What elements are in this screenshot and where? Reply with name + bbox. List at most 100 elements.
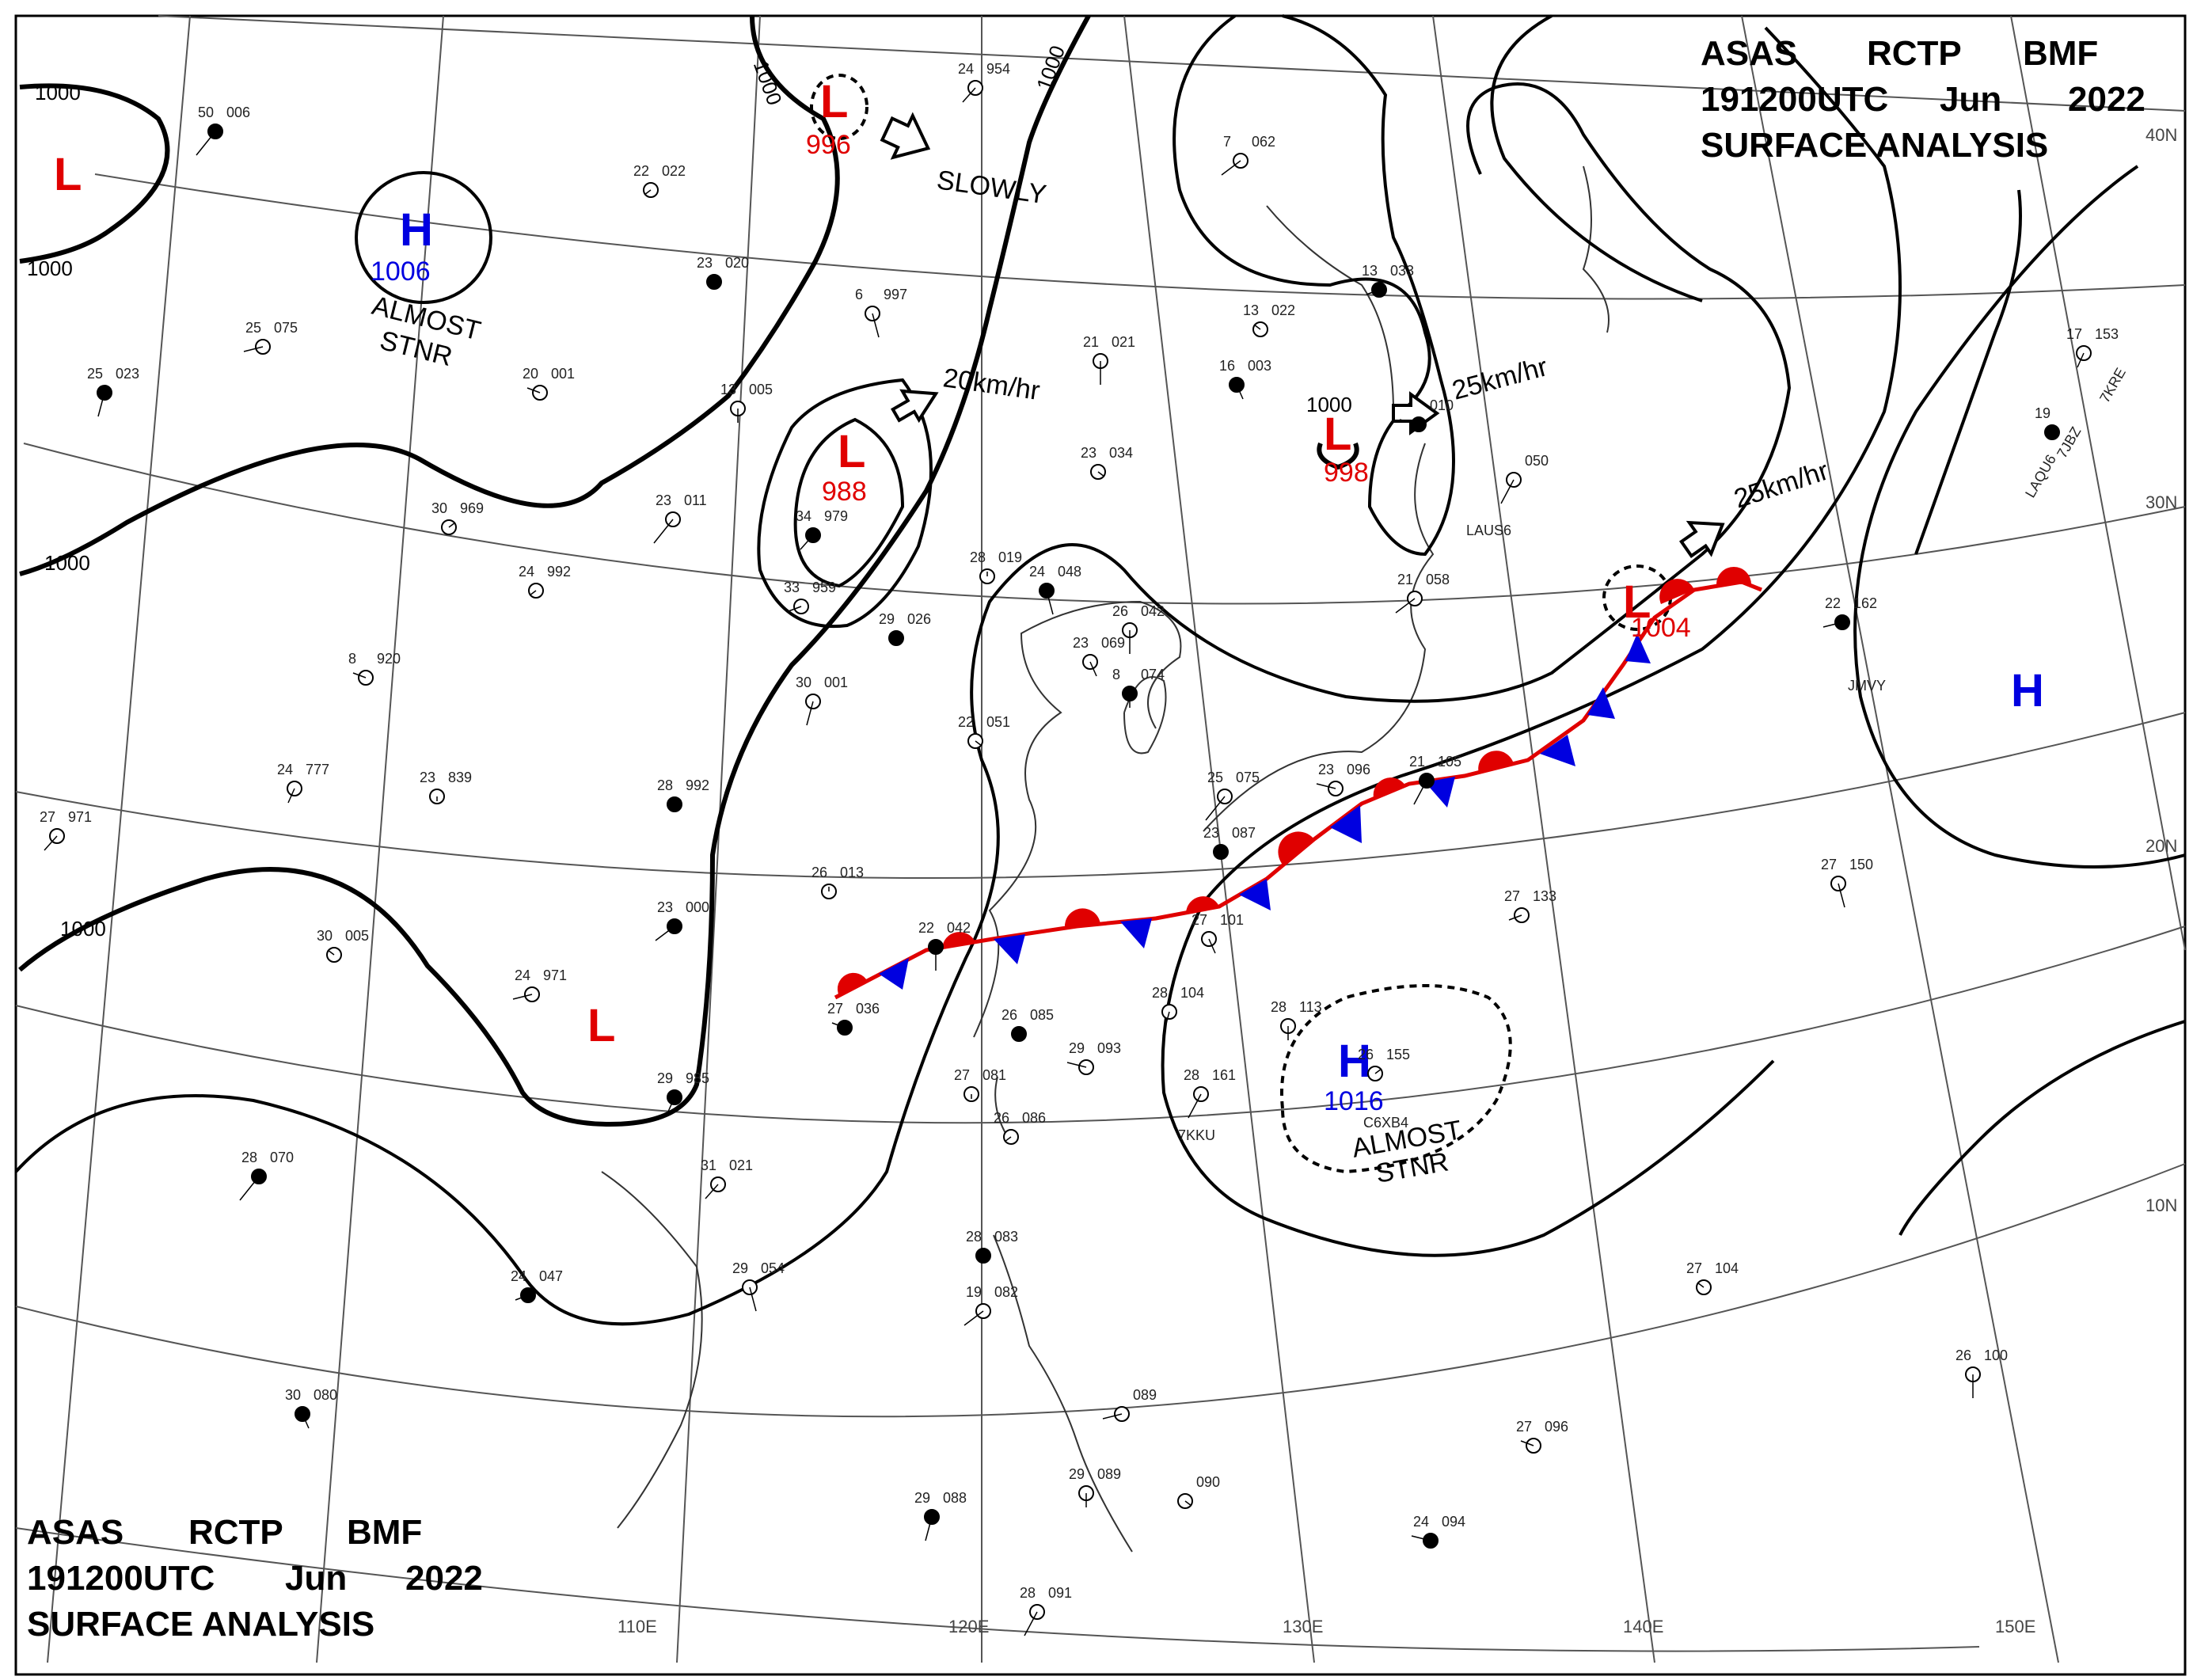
cold-front-marker <box>1540 735 1575 766</box>
header-top-time: 191200UTC <box>1701 80 1888 119</box>
high-marker: H <box>400 204 433 256</box>
station-plot: 27 096 <box>1516 1419 1568 1454</box>
station-plot: 27 971 <box>40 809 92 851</box>
wind-barb <box>1205 796 1226 821</box>
wind-barb <box>1066 1062 1087 1068</box>
station-temperature: 27 <box>1821 857 1837 872</box>
motion-note-slowly: SLOWLY <box>935 165 1048 210</box>
station-plot: 28 019 <box>970 549 1022 584</box>
station-pressure: 005 <box>345 928 369 944</box>
station-pressure: 000 <box>686 899 709 915</box>
wind-barb <box>44 835 58 851</box>
wind-barb <box>302 1413 310 1429</box>
isobar-east-high <box>1853 165 2186 869</box>
wind-barb <box>1838 883 1845 908</box>
grid-labels: 110E 120E 130E 140E 150E 40N 30N 20N 10N <box>618 125 2177 1636</box>
pressure-centers: L H 1006 L 996 L 988 L 998 L 1004 H L H <box>54 76 2044 1116</box>
station-pressure: 019 <box>998 549 1022 565</box>
station-temperature: 16 <box>1219 358 1235 374</box>
station-plot: 27 150 <box>1821 857 1873 908</box>
station-pressure: 050 <box>1525 453 1549 469</box>
station-pressure: 113 <box>1299 999 1322 1015</box>
station-plot: 8 920 <box>348 651 401 686</box>
station-plot: 21 105 <box>1409 754 1461 805</box>
station-plot: 090 <box>1177 1474 1220 1509</box>
wind-barb <box>1411 1535 1431 1541</box>
station-plot: 6 997 <box>855 287 907 338</box>
isobars-thin <box>14 14 2186 1326</box>
station-temperature: 17 <box>2066 326 2082 342</box>
station-plot: 29 089 <box>1069 1466 1121 1507</box>
station-temperature: 30 <box>796 675 811 690</box>
station-plot: 17 153 <box>2066 326 2119 368</box>
station-temperature: 31 <box>701 1157 716 1173</box>
station-temperature: 27 <box>1504 888 1520 904</box>
station-pressure: 010 <box>1430 397 1454 413</box>
station-pressure: 051 <box>986 714 1010 730</box>
warm-front-marker <box>1478 751 1514 773</box>
station-pressure: 026 <box>907 611 931 627</box>
station-id: C6XB4 <box>1363 1115 1408 1131</box>
station-plot: 29 093 <box>1066 1040 1121 1075</box>
wind-barb <box>526 387 541 393</box>
station-plot: 29 985 <box>657 1070 709 1112</box>
station-plot: 23 020 <box>697 255 749 290</box>
station-pressure: 091 <box>1048 1585 1072 1601</box>
station-pressure: 001 <box>824 675 848 690</box>
station-temperature: 25 <box>87 366 103 382</box>
station-temperature: 50 <box>198 105 214 120</box>
high-pressure-value: 1006 <box>371 257 431 287</box>
station-temperature: 23 <box>420 770 435 785</box>
warm-front-marker <box>1716 567 1751 584</box>
station-pressure: 096 <box>1347 762 1370 777</box>
warm-front-marker <box>1186 896 1219 913</box>
low-center-998: L 998 <box>1324 409 1369 488</box>
station-pressure: 161 <box>1212 1067 1236 1083</box>
station-pressure: 162 <box>1853 595 1877 611</box>
station-temperature: 23 <box>1318 762 1334 777</box>
station-temperature: 28 <box>970 549 986 565</box>
station-plot: 20 001 <box>523 366 575 401</box>
station-plot: 25 075 <box>1205 770 1260 821</box>
station-temperature: 28 <box>1271 999 1287 1015</box>
front-line <box>834 580 1762 1000</box>
wind-barb <box>653 519 674 544</box>
isobar-east-arc-a <box>1914 189 2022 555</box>
station-pressure: 020 <box>725 255 749 271</box>
station-plot: 26 085 <box>1001 1007 1054 1042</box>
station-plot: 30 005 <box>317 928 369 963</box>
station-plot: 26 100 <box>1955 1347 2008 1398</box>
station-pressure: 920 <box>377 651 401 667</box>
station-pressure: 979 <box>824 508 848 524</box>
station-pressure: 089 <box>1133 1387 1157 1403</box>
header-bottom-station: RCTP <box>188 1513 283 1552</box>
station-temperature: 24 <box>277 762 293 777</box>
wind-barb <box>788 606 802 612</box>
isobar-label: 1000 <box>1032 42 1070 93</box>
station-temperature: 30 <box>285 1387 301 1403</box>
station-pressure: 992 <box>686 777 709 793</box>
station-pressure: 058 <box>1426 572 1450 587</box>
station-plot: 16 003 <box>1219 358 1271 400</box>
lon-label-130e: 130E <box>1283 1617 1323 1636</box>
wind-barb <box>1208 938 1216 954</box>
motion-notes: SLOWLY 20km/hr 25km/hr 25km/hr <box>935 165 1832 514</box>
station-temperature: 24 <box>511 1268 526 1284</box>
wind-barb <box>512 994 533 1000</box>
wind-barb <box>1366 289 1380 295</box>
isobar-central-trough <box>14 82 1792 1326</box>
warm-front-marker <box>1373 777 1405 798</box>
station-plot: 26 086 <box>994 1110 1046 1145</box>
wind-barb <box>1184 1500 1192 1507</box>
longitude-line <box>676 15 761 1663</box>
station-temperature: 28 <box>966 1229 982 1245</box>
station-pressure: 839 <box>448 770 472 785</box>
stationary-notes: ALMOST STNR ALMOST STNR <box>369 291 1464 1189</box>
wind-barb <box>806 701 814 726</box>
station-plot: 31 021 <box>701 1157 753 1199</box>
station-plot: 23 087 <box>1203 825 1256 860</box>
wind-barb <box>1395 598 1416 614</box>
station-plot: 010 <box>1399 397 1454 432</box>
station-plot: 22 051 <box>958 714 1010 749</box>
header-top-title: SURFACE ANALYSIS <box>1701 126 2048 165</box>
